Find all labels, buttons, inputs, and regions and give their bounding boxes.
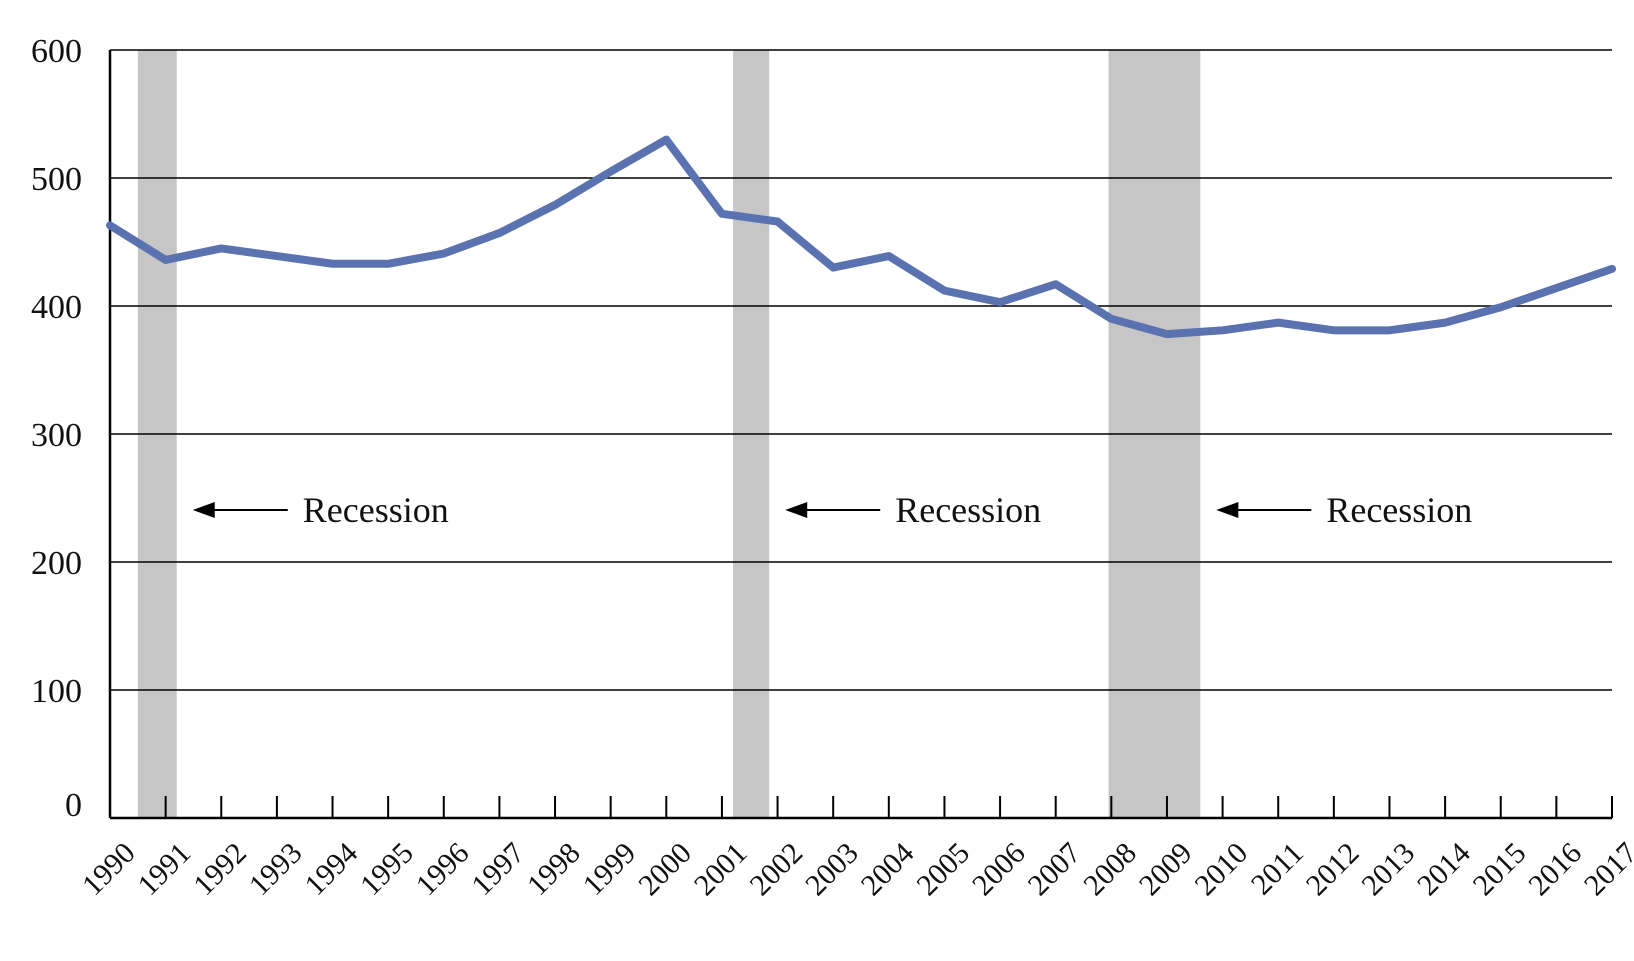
x-tick-label: 1995 <box>354 836 420 902</box>
x-tick-label: 1999 <box>577 836 643 902</box>
x-tick-label: 2012 <box>1300 836 1366 902</box>
x-tick-label: 1990 <box>76 836 142 902</box>
x-tick-label: 1991 <box>132 836 198 902</box>
x-tick-label: 2017 <box>1578 836 1634 902</box>
x-tick-label: 1998 <box>521 836 587 902</box>
x-tick-label: 2000 <box>632 836 698 902</box>
y-tick-label: 400 <box>31 289 82 326</box>
recession-label: Recession <box>1326 490 1472 530</box>
x-tick-label: 1994 <box>298 836 364 902</box>
x-tick-label: 1993 <box>243 836 309 902</box>
arrowhead-icon <box>1216 502 1238 518</box>
y-tick-label: 300 <box>31 417 82 454</box>
x-tick-label: 1996 <box>410 836 476 902</box>
x-tick-label: 2008 <box>1077 836 1143 902</box>
y-tick-label: 100 <box>31 673 82 710</box>
y-tick-label: 600 <box>31 33 82 70</box>
x-axis-ticks: 1990199119921993199419951996199719981999… <box>76 796 1634 902</box>
x-tick-label: 1997 <box>465 836 531 902</box>
arrowhead-icon <box>193 502 215 518</box>
recession-label: Recession <box>303 490 449 530</box>
recession-label: Recession <box>895 490 1041 530</box>
y-tick-label: 200 <box>31 545 82 582</box>
x-tick-label: 2003 <box>799 836 865 902</box>
series-line <box>110 140 1612 335</box>
x-tick-label: 2015 <box>1467 836 1533 902</box>
recession-annotations: Recession Recession Recession <box>193 490 1473 530</box>
x-tick-label: 2016 <box>1522 836 1588 902</box>
x-tick-label: 2002 <box>743 836 809 902</box>
x-tick-label: 2005 <box>910 836 976 902</box>
y-tick-label: 500 <box>31 161 82 198</box>
x-tick-label: 2001 <box>688 836 754 902</box>
y-tick-label: 0 <box>65 787 82 824</box>
x-tick-label: 2004 <box>855 836 921 902</box>
x-tick-label: 2009 <box>1133 836 1199 902</box>
gridlines <box>110 50 1612 690</box>
x-tick-label: 2006 <box>966 836 1032 902</box>
y-axis-ticks: 0 100 200 300 400 500 600 <box>31 33 82 824</box>
x-tick-label: 1992 <box>187 836 253 902</box>
x-tick-label: 2007 <box>1022 836 1088 902</box>
series-lines <box>110 140 1612 335</box>
x-tick-label: 2013 <box>1355 836 1421 902</box>
x-tick-label: 2010 <box>1188 836 1254 902</box>
arrowhead-icon <box>785 502 807 518</box>
x-tick-label: 2011 <box>1245 836 1310 901</box>
x-tick-label: 2014 <box>1411 836 1477 902</box>
